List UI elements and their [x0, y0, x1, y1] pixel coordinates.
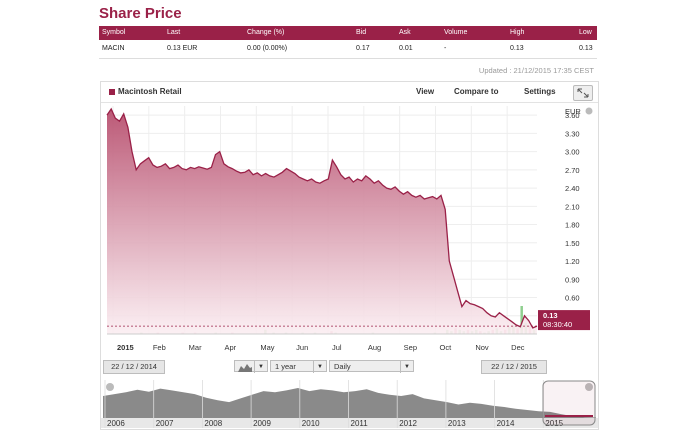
header-last: Last	[167, 29, 181, 36]
header-high: High	[510, 29, 525, 36]
navigator-right-arrow-icon[interactable]	[585, 383, 593, 391]
chevron-down-icon: ▼	[254, 361, 267, 373]
navigator-year-label: 2009	[253, 419, 271, 428]
y-tick-label: 1.20	[565, 257, 580, 266]
page-title: Share Price	[99, 5, 182, 22]
header-volume: Volume	[444, 29, 468, 36]
chart-widget: Macintosh Retail View Compare to Setting…	[100, 81, 599, 430]
quote-table-row: MACIN 0.13 EUR 0.00 (0.00%) 0.17 0.01 - …	[99, 42, 597, 59]
last-value-label: 0.13	[543, 311, 558, 320]
y-tick-label: 1.50	[565, 239, 580, 248]
header-change: Change (%)	[247, 29, 285, 36]
price-line	[106, 107, 538, 329]
header-ask: Ask	[399, 29, 411, 36]
fullscreen-button[interactable]	[573, 85, 593, 101]
to-date-input[interactable]: 22 / 12 / 2015	[481, 360, 547, 374]
navigator-area	[103, 388, 596, 418]
period-select[interactable]: 1 year ▼	[270, 360, 327, 373]
quote-change: 0.00 (0.00%)	[247, 45, 288, 52]
navigator-year-label: 2008	[204, 419, 222, 428]
compare-to-button[interactable]: Compare to	[454, 87, 499, 96]
x-tick-label: Oct	[440, 343, 453, 352]
y-tick-label: 2.40	[565, 184, 580, 193]
quote-volume: -	[444, 45, 447, 52]
y-tick-label: 1.80	[565, 221, 580, 230]
price-area	[107, 109, 537, 334]
y-tick-label: 2.70	[565, 166, 580, 175]
info-icon[interactable]	[585, 107, 593, 115]
x-tick-label: 2015	[117, 343, 134, 352]
series-name: Macintosh Retail	[118, 87, 182, 96]
quote-last: 0.13 EUR	[167, 45, 198, 52]
navigator-year-label: 2013	[448, 419, 466, 428]
navigator-axis-band	[101, 418, 598, 428]
navigator-left-arrow-icon[interactable]	[106, 383, 114, 391]
navigator-year-label: 2010	[302, 419, 320, 428]
y-tick-label: 3.30	[565, 129, 580, 138]
x-tick-label: Jun	[296, 343, 308, 352]
series-color-swatch	[109, 89, 115, 95]
x-tick-label: Dec	[511, 343, 525, 352]
quote-table-header: Symbol Last Change (%) Bid Ask Volume Hi…	[99, 26, 597, 40]
mountain-chart-icon	[238, 364, 252, 372]
price-chart[interactable]: 3.60 3.30 3.00 2.70 2.40 2.10 1.80 1.50 1.20 0.90…	[101, 102, 598, 358]
y-tick-label: 3.60	[565, 111, 580, 120]
x-tick-label: Sep	[404, 343, 417, 352]
interval-select[interactable]: Daily ▼	[329, 360, 414, 373]
chevron-down-icon: ▼	[313, 361, 326, 373]
y-tick-label: 0.90	[565, 275, 580, 284]
x-tick-label: Mar	[189, 343, 202, 352]
chart-toolbar: Macintosh Retail View Compare to Setting…	[101, 82, 598, 103]
quote-symbol: MACIN	[102, 45, 125, 52]
x-tick-label: Apr	[225, 343, 237, 352]
updated-timestamp: Updated : 21/12/2015 17:35 CEST	[478, 66, 594, 75]
currency-label: EUR	[565, 107, 581, 116]
navigator-year-label: 2007	[156, 419, 174, 428]
y-tick-label: 3.00	[565, 148, 580, 157]
navigator-chart[interactable]: 2006 2007 2008 2009 2010 2011 2012 2013 2014 2015	[101, 380, 598, 428]
chevron-down-icon: ▼	[400, 361, 413, 373]
settings-button[interactable]: Settings	[524, 87, 556, 96]
navigator-year-label: 2014	[497, 419, 515, 428]
interval-value: Daily	[334, 362, 351, 371]
chart-controls: 22 / 12 / 2014 ▼ 1 year ▼ Daily ▼ 22 / 1…	[101, 360, 598, 378]
quote-high: 0.13	[510, 45, 524, 52]
navigator-year-label: 2012	[399, 419, 417, 428]
y-tick-label: 0.60	[565, 294, 580, 303]
expand-icon	[577, 88, 589, 98]
last-value-box	[538, 310, 590, 331]
x-tick-label: Jul	[332, 343, 342, 352]
navigator-selection-window[interactable]	[542, 380, 596, 426]
x-tick-label: May	[260, 343, 274, 352]
header-symbol: Symbol	[102, 29, 126, 36]
header-bid: Bid	[356, 29, 367, 36]
quote-ask: 0.01	[399, 45, 413, 52]
from-date-input[interactable]: 22 / 12 / 2014	[103, 360, 165, 374]
quote-bid: 0.17	[356, 45, 370, 52]
quote-low: 0.13	[579, 45, 593, 52]
view-button[interactable]: View	[416, 87, 435, 96]
navigator-year-label: 2015	[545, 419, 563, 428]
x-tick-label: Nov	[475, 343, 489, 352]
last-time-label: 08:30:40	[543, 320, 572, 329]
navigator-year-label: 2011	[351, 419, 369, 428]
period-value: 1 year	[275, 362, 296, 371]
volume-bar	[520, 306, 523, 334]
chart-type-select[interactable]: ▼	[234, 360, 268, 373]
navigator-year-label: 2006	[107, 419, 125, 428]
x-tick-label: Feb	[153, 343, 166, 352]
header-low: Low	[579, 29, 592, 36]
y-tick-label: 2.10	[565, 202, 580, 211]
x-tick-label: Aug	[368, 343, 381, 352]
